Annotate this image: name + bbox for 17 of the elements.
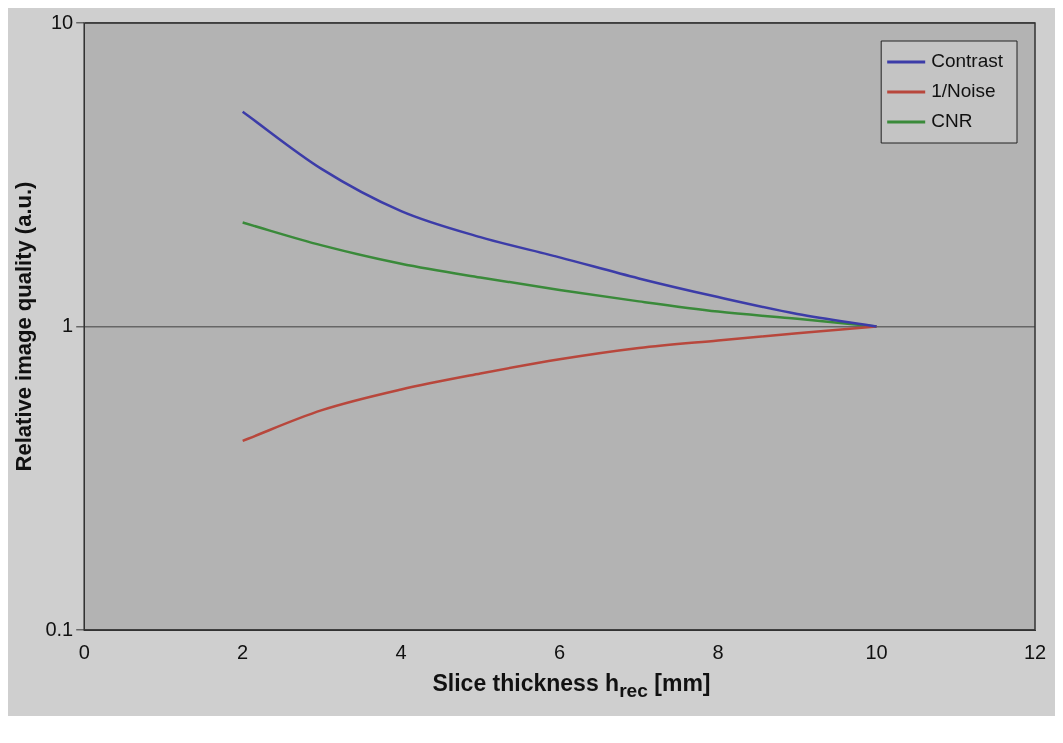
legend-label: 1/Noise <box>931 80 996 102</box>
y-tick-label: 0.1 <box>45 617 74 640</box>
legend-label: CNR <box>931 110 973 132</box>
x-tick-label: 12 <box>1023 640 1047 663</box>
x-axis-title: Slice thickness h$_{rec}$ [mm] <box>431 669 712 703</box>
x-tick-label: 2 <box>237 640 249 663</box>
x-tick-label: 8 <box>712 640 724 663</box>
y-axis-title: Relative image quality (a.u.) <box>11 181 37 472</box>
x-tick-label: 0 <box>78 640 90 663</box>
x-tick-label: 6 <box>554 640 566 663</box>
legend-label: Contrast <box>931 50 1004 72</box>
x-tick-label: 10 <box>865 640 888 663</box>
y-tick-label: 10 <box>50 10 74 33</box>
x-tick-label: 4 <box>395 640 407 663</box>
y-tick-label: 1 <box>62 314 74 337</box>
line-series <box>241 325 878 443</box>
line-series <box>241 110 878 328</box>
